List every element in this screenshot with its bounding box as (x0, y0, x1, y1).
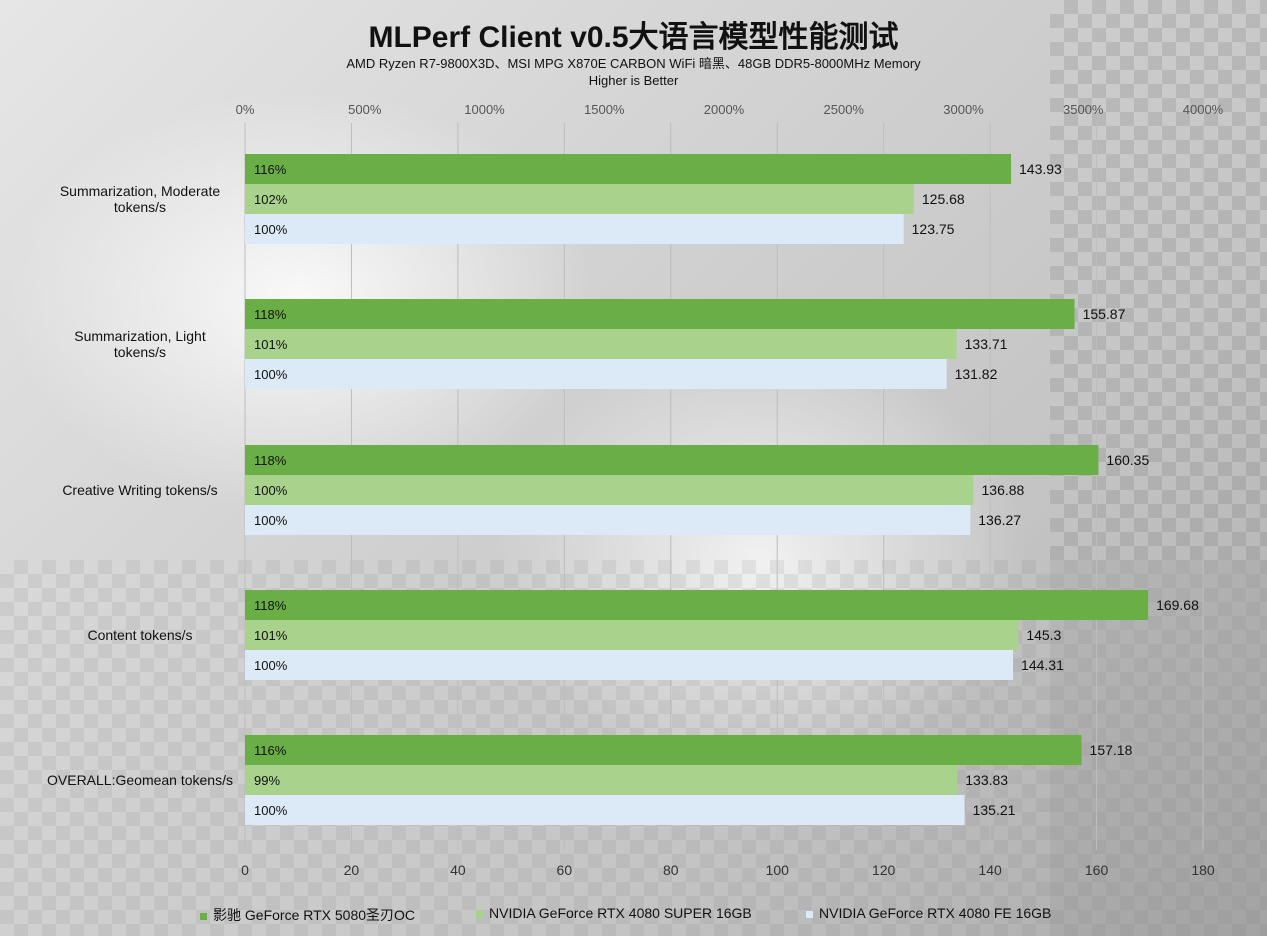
category-label: Summarization, Light (74, 328, 206, 344)
bar (245, 735, 1082, 765)
bar (245, 590, 1149, 620)
bar-value-label: 155.87 (1083, 306, 1126, 322)
bar (245, 445, 1099, 475)
x-tick-label: 40 (450, 862, 466, 878)
bar (245, 620, 1019, 650)
bar-value-label: 160.35 (1106, 452, 1149, 468)
bar-value-label: 145.3 (1026, 627, 1061, 643)
bar (245, 505, 971, 535)
bar (245, 214, 904, 244)
category-label: Summarization, Moderate (60, 183, 221, 199)
x-tick-label: 180 (1191, 862, 1215, 878)
x-tick-label: 20 (344, 862, 360, 878)
bar-percent-label: 100% (254, 222, 288, 237)
category-label: tokens/s (114, 199, 166, 215)
bar-percent-label: 100% (254, 513, 288, 528)
bar-percent-label: 118% (254, 598, 287, 613)
bar (245, 184, 914, 214)
bar (245, 299, 1075, 329)
category-label: Creative Writing tokens/s (62, 482, 217, 498)
subtitle-line-2: Higher is Better (588, 73, 679, 88)
x-tick-label: 60 (557, 862, 573, 878)
bar-percent-label: 100% (254, 483, 288, 498)
x-tick-label: 160 (1085, 862, 1109, 878)
legend-swatch-series-2 (476, 910, 483, 918)
bar (245, 359, 947, 389)
bars: 116% 143.93 102% 125.68 100% 123.75 118% 155.87… (245, 154, 1199, 825)
secondary-x-tick-label: 1500% (584, 102, 625, 117)
bar-value-label: 123.75 (912, 221, 955, 237)
bar-percent-label: 100% (254, 803, 288, 818)
secondary-x-tick-label: 0% (236, 102, 255, 117)
secondary-x-tick-label: 3000% (943, 102, 984, 117)
chart-title: MLPerf Client v0.5大语言模型性能测试 (368, 21, 899, 54)
secondary-x-tick-label: 1000% (464, 102, 505, 117)
legend-swatch-series-1 (200, 912, 207, 920)
bar-percent-label: 101% (254, 628, 288, 643)
legend-swatch-series-3 (806, 910, 813, 918)
secondary-x-tick-label: 2500% (824, 102, 865, 117)
bar-percent-label: 101% (254, 337, 288, 352)
legend-label-series-2: NVIDIA GeForce RTX 4080 SUPER 16GB (489, 905, 752, 921)
bar-value-label: 131.82 (955, 366, 998, 382)
x-tick-label: 0 (241, 862, 249, 878)
secondary-x-tick-label: 3500% (1063, 102, 1104, 117)
x-tick-label: 100 (766, 862, 790, 878)
bar-percent-label: 100% (254, 367, 288, 382)
bar-value-label: 144.31 (1021, 657, 1064, 673)
bar-percent-label: 102% (254, 192, 288, 207)
bar (245, 154, 1012, 184)
legend-item-series-1: 影驰 GeForce RTX 5080圣刃OC (200, 905, 415, 925)
bar-value-label: 143.93 (1019, 161, 1062, 177)
x-tick-label: 120 (872, 862, 896, 878)
category-label: Content tokens/s (87, 627, 192, 643)
legend-item-series-3: NVIDIA GeForce RTX 4080 FE 16GB (806, 905, 1051, 921)
x-tick-label: 140 (978, 862, 1002, 878)
secondary-x-tick-label: 4000% (1183, 102, 1224, 117)
bar-value-label: 135.21 (973, 802, 1016, 818)
top-axis: 0% 500% 1000% 1500% 2000% 2500% 3000% 3500% 4000… (236, 102, 1224, 117)
bar-value-label: 133.83 (965, 772, 1008, 788)
bar-value-label: 136.27 (978, 512, 1021, 528)
bar (245, 329, 957, 359)
bar (245, 765, 958, 795)
category-labels: Summarization, Moderatetokens/sSummariza… (47, 183, 233, 788)
legend-label-series-1: 影驰 GeForce RTX 5080圣刃OC (213, 907, 416, 923)
bar-value-label: 157.18 (1090, 742, 1133, 758)
legend-label-series-3: NVIDIA GeForce RTX 4080 FE 16GB (819, 905, 1052, 921)
category-label: OVERALL:Geomean tokens/s (47, 772, 233, 788)
bottom-axis: 0 20 40 60 80 100 120 140 160 180 (241, 862, 1215, 878)
secondary-x-tick-label: 2000% (704, 102, 745, 117)
bar-percent-label: 116% (254, 162, 287, 177)
bar (245, 795, 965, 825)
bar-percent-label: 99% (254, 773, 280, 788)
bar (245, 475, 974, 505)
bar-value-label: 125.68 (922, 191, 965, 207)
legend-item-series-2: NVIDIA GeForce RTX 4080 SUPER 16GB (476, 905, 752, 921)
legend: 影驰 GeForce RTX 5080圣刃OC NVIDIA GeForce R… (0, 905, 1267, 927)
secondary-x-tick-label: 500% (348, 102, 382, 117)
bar-value-label: 133.71 (965, 336, 1008, 352)
bar-percent-label: 118% (254, 453, 287, 468)
x-tick-label: 80 (663, 862, 679, 878)
bar-percent-label: 116% (254, 743, 287, 758)
bar (245, 650, 1014, 680)
bar-percent-label: 118% (254, 307, 287, 322)
bar-value-label: 169.68 (1156, 597, 1199, 613)
chart-subtitle: AMD Ryzen R7-9800X3D、MSI MPG X870E CARBO… (0, 55, 1267, 89)
subtitle-line-1: AMD Ryzen R7-9800X3D、MSI MPG X870E CARBO… (346, 56, 921, 71)
bar-value-label: 136.88 (982, 482, 1025, 498)
bar-percent-label: 100% (254, 658, 288, 673)
category-label: tokens/s (114, 344, 166, 360)
